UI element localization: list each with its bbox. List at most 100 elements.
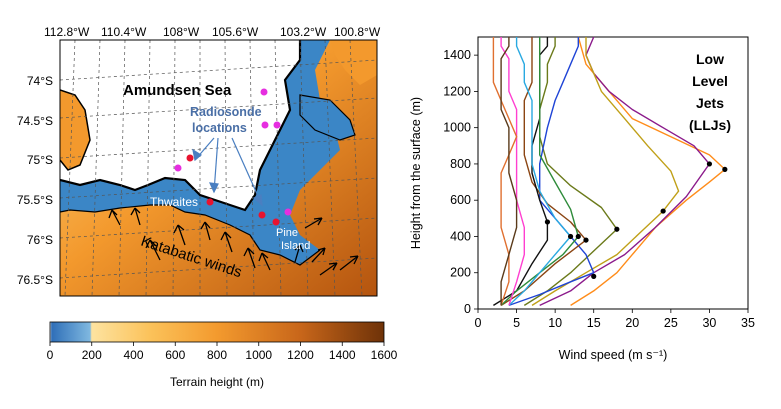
sea-label: Amundsen Sea <box>123 82 232 99</box>
x-tick-label: 25 <box>664 316 678 330</box>
jet-max-marker <box>544 219 551 225</box>
radiosonde-marker-magenta <box>261 121 269 129</box>
wind-arrow <box>319 262 338 276</box>
colorbar-tick-label: 1200 <box>287 348 314 362</box>
lat-labels: 74°S 74.5°S 75°S 75.5°S 76°S 76.5°S <box>17 74 53 287</box>
radiosonde-label-line1: Radiosonde <box>190 105 262 119</box>
profile-line <box>500 37 587 306</box>
x-tick-label: 35 <box>741 316 755 330</box>
radiosonde-markers <box>174 88 292 226</box>
thwaites-label: Thwaites <box>150 195 198 209</box>
lat-label: 74.5°S <box>17 114 53 128</box>
llj-annotation: Low Level Jets (LLJs) <box>689 51 731 133</box>
x-tick-label: 5 <box>513 316 520 330</box>
wind-arrow <box>311 247 326 263</box>
colorbar-tick-label: 800 <box>207 348 227 362</box>
wind-arrows <box>108 207 359 276</box>
jet-max-marker <box>614 226 620 232</box>
y-tick-label: 1200 <box>443 84 471 98</box>
wind-arrow <box>200 221 211 241</box>
profile-line <box>500 37 580 306</box>
x-axis-label: Wind speed (m s⁻¹) <box>559 348 668 362</box>
annotation-line: Jets <box>696 95 724 111</box>
profile-line <box>500 37 518 306</box>
colorbar-ticks: 0 200 400 600 800 1000 1200 1400 1600 <box>47 342 398 362</box>
colorbar-label: Terrain height (m) <box>170 375 264 389</box>
jet-max-marker <box>591 273 597 279</box>
radiosonde-marker-magenta <box>260 88 268 96</box>
y-tick-label: 200 <box>450 266 471 280</box>
colorbar-tick-label: 1600 <box>371 348 398 362</box>
jet-max-marker <box>660 208 666 214</box>
profile-line <box>508 37 595 307</box>
profile-line <box>508 37 572 306</box>
series-layer <box>492 36 728 307</box>
colorbar-tick-label: 200 <box>82 348 102 362</box>
lat-label: 75.5°S <box>17 193 53 207</box>
profile-line <box>570 36 726 306</box>
y-tick-label: 1000 <box>443 121 471 135</box>
lat-label: 76°S <box>27 233 53 247</box>
wind-arrow <box>304 217 323 229</box>
lat-label: 74°S <box>27 74 53 88</box>
colorbar-tick-label: 1400 <box>329 348 356 362</box>
radiosonde-marker-magenta <box>273 121 281 129</box>
grounding-line <box>60 204 321 266</box>
y-tick-label: 400 <box>450 229 471 243</box>
wind-arrow <box>173 224 186 246</box>
y-tick-label: 0 <box>464 302 471 316</box>
wind-arrow <box>243 247 256 269</box>
annotation-line: (LLJs) <box>689 117 731 133</box>
wind-arrow <box>220 231 233 253</box>
lon-label: 112.8°W <box>44 25 90 39</box>
colorbar <box>49 321 385 343</box>
map-panel: Amundsen Sea Radiosonde locations Thwait… <box>17 25 398 389</box>
wind-arrow <box>258 252 271 271</box>
colorbar-tick-label: 600 <box>165 348 185 362</box>
y-tick-label: 800 <box>450 157 471 171</box>
radiosonde-label-line2: locations <box>192 121 247 135</box>
wind-arrow <box>294 244 304 263</box>
colorbar-tick-label: 1000 <box>245 348 272 362</box>
radiosonde-marker-red <box>206 198 214 206</box>
x-tick-label: 15 <box>587 316 601 330</box>
colorbar-tick-label: 0 <box>47 348 54 362</box>
lon-labels: 112.8°W 110.4°W 108°W 105.6°W 103.2°W 10… <box>44 25 381 39</box>
x-tick-label: 0 <box>475 316 482 330</box>
jet-max-marker <box>583 237 589 243</box>
y-axis-label: Height from the surface (m) <box>409 97 423 249</box>
amundsen-sea-area <box>60 40 300 210</box>
jet-max-marker <box>567 233 574 240</box>
x-tick-label: 10 <box>548 316 562 330</box>
ice-shelf-area <box>60 40 340 265</box>
wind-arrow <box>339 255 359 271</box>
jet-max-marker <box>706 161 713 167</box>
wind-arrow <box>130 207 141 226</box>
x-tick-label: 30 <box>702 316 716 330</box>
wind-arrow <box>145 239 161 261</box>
northeast-terrain <box>330 40 377 85</box>
radiosonde-marker-magenta <box>284 208 292 216</box>
profile-line <box>492 37 518 306</box>
jet-max-marker <box>575 233 581 240</box>
annotation-line: Low <box>696 51 724 67</box>
wind-profile-chart: 0 5 10 15 20 25 30 350200400600800100012001400 … <box>409 36 755 362</box>
lon-label: 100.8°W <box>334 25 381 39</box>
lat-lon-grid <box>60 40 377 296</box>
radiosonde-pointer-arrows <box>192 137 263 207</box>
profile-line <box>539 36 711 307</box>
lat-label: 76.5°S <box>17 273 53 287</box>
annotation-line: Level <box>692 73 728 89</box>
radiosonde-marker-red <box>258 211 266 219</box>
radiosonde-marker-red <box>272 218 280 226</box>
map-area: Amundsen Sea Radiosonde locations Thwait… <box>60 40 377 296</box>
jet-max-marker <box>722 166 728 172</box>
west-terrain <box>60 90 90 170</box>
lat-label: 75°S <box>27 153 53 167</box>
lon-label: 105.6°W <box>212 25 259 39</box>
coastline <box>60 40 302 212</box>
axis-layer: 0 5 10 15 20 25 30 35 0 200 400 600 800 1000 1200 1400 <box>443 48 755 330</box>
x-tick-label: 20 <box>625 316 639 330</box>
pine-label-line1: Pine <box>276 227 298 239</box>
lon-label: 110.4°W <box>101 25 147 39</box>
